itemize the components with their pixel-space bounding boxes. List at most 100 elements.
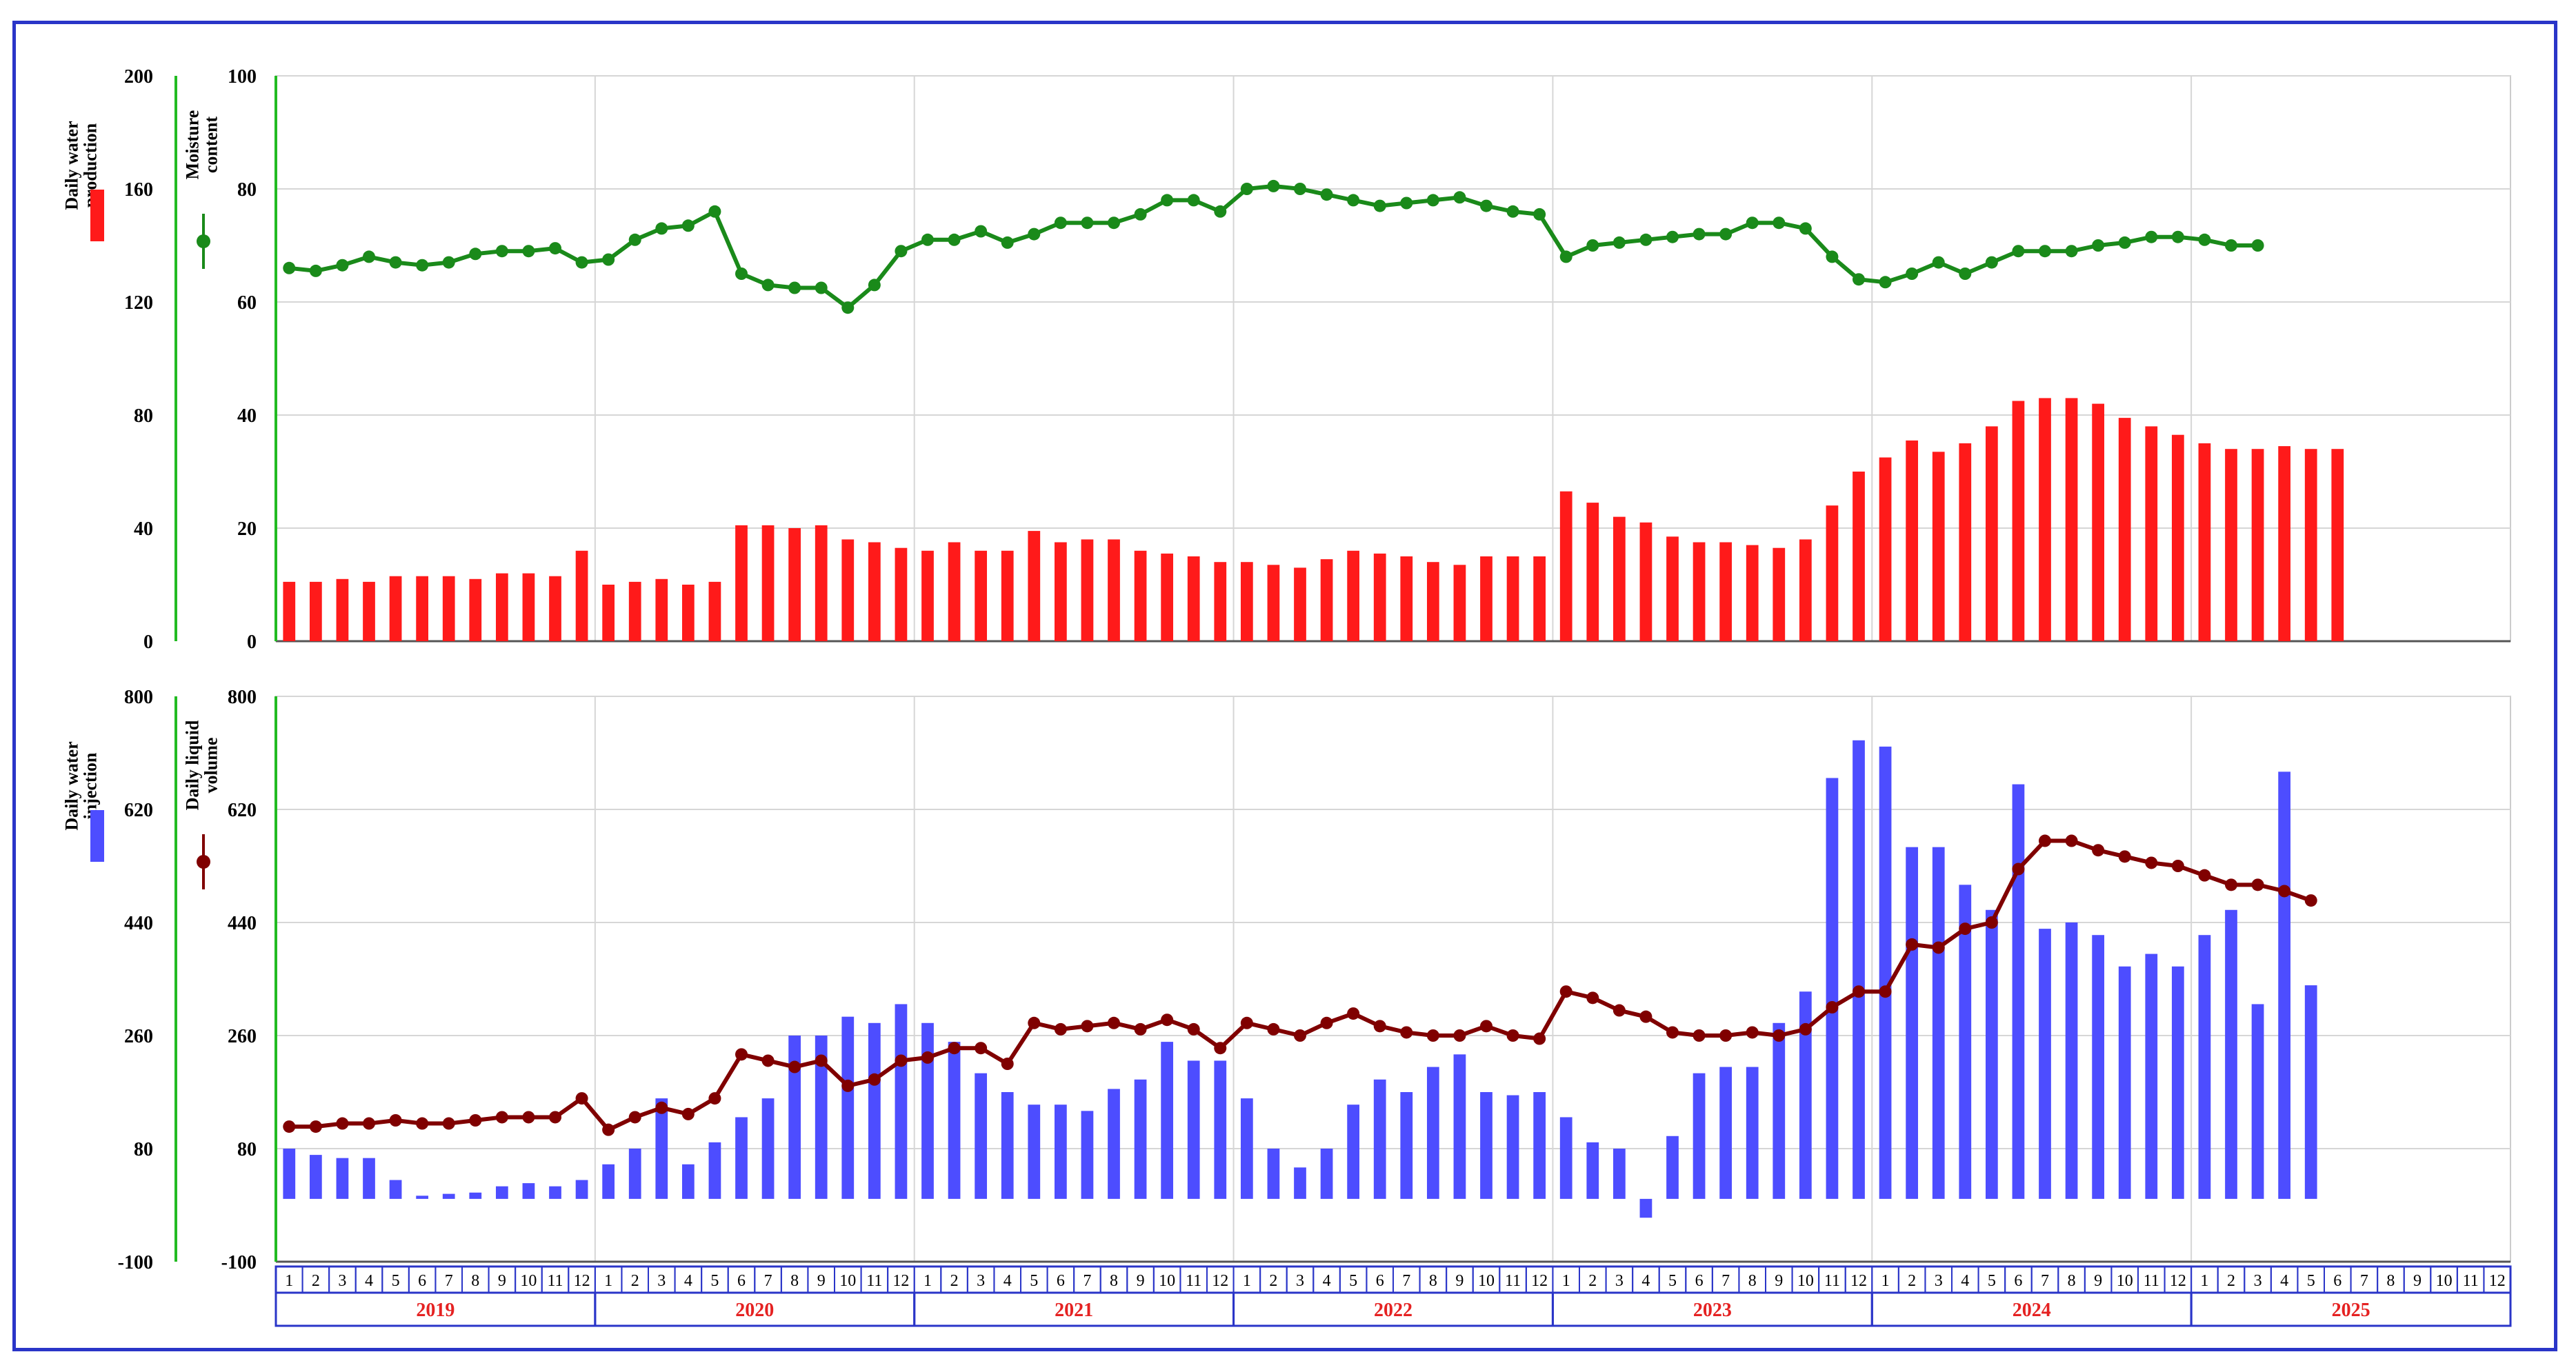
water-production-bar (336, 578, 349, 641)
moisture-content-point (1320, 188, 1333, 201)
month-label: 11 (2144, 1272, 2159, 1290)
right-tick-label: 260 (228, 1026, 257, 1047)
liquid-volume-point (1639, 1010, 1653, 1023)
water-production-bar (921, 550, 934, 641)
year-label: 2021 (1055, 1300, 1093, 1321)
month-label: 10 (520, 1272, 537, 1290)
water-injection-bar (841, 1016, 855, 1199)
left-tick-label: 40 (134, 518, 153, 540)
water-production-bar (1426, 562, 1439, 641)
liquid-volume-point (788, 1060, 801, 1073)
water-injection-bar (1028, 1104, 1041, 1199)
water-production-bar (2198, 443, 2211, 641)
liquid-volume-point (841, 1079, 855, 1092)
water-production-bar (1853, 472, 1865, 641)
month-label: 11 (2463, 1272, 2479, 1290)
moisture-legend-marker (197, 234, 210, 248)
water-injection-bar (868, 1022, 881, 1199)
water-injection-bar (975, 1073, 988, 1199)
month-label: 6 (418, 1272, 426, 1290)
liquid-volume-point (283, 1120, 296, 1133)
water-production-bar (1932, 452, 1945, 641)
water-production-bar (283, 581, 296, 641)
water-production-bar (602, 585, 615, 641)
moisture-content-point (2065, 245, 2078, 258)
water-injection-bar (1054, 1104, 1067, 1199)
water-production-bar (1320, 559, 1333, 641)
liquid-volume-point (1187, 1022, 1200, 1036)
water-production-bar (1453, 565, 1466, 641)
water-injection-bar (921, 1022, 934, 1199)
moisture-content-point (1240, 183, 1253, 195)
liquid-volume-point (1719, 1029, 1733, 1042)
water-production-bar (761, 525, 775, 641)
water-production-bar (469, 578, 482, 641)
right-tick-label: 60 (237, 292, 257, 314)
water-production-bar (1400, 556, 1413, 641)
liquid-volume-point (309, 1120, 322, 1133)
water-production-bar (681, 585, 695, 641)
month-label: 10 (1797, 1272, 1814, 1290)
water-production-bar (363, 581, 375, 641)
right-tick-label: 440 (228, 913, 257, 934)
month-label: 6 (2333, 1272, 2342, 1290)
water-injection-bar (1639, 1198, 1653, 1218)
water-injection-bar (1932, 847, 1945, 1199)
month-label: 4 (684, 1272, 692, 1290)
moisture-content-point (975, 225, 988, 238)
water-production-bar (1480, 556, 1492, 641)
month-label: 2 (1588, 1272, 1597, 1290)
water-injection-bar (2092, 935, 2105, 1199)
month-label: 5 (2307, 1272, 2315, 1290)
water-production-bar (549, 576, 561, 641)
water-production-bar (1161, 553, 1174, 641)
moisture-content-point (1001, 236, 1014, 249)
water-production-bar (1746, 545, 1759, 641)
water-production-bar (1586, 503, 1599, 641)
moisture-content-point (336, 259, 349, 272)
water-production-bar (1879, 457, 1892, 641)
month-label: 7 (1721, 1272, 1730, 1290)
water-injection-bar (2171, 966, 2184, 1199)
liquid-volume-point (1879, 985, 1892, 998)
water-injection-bar (1480, 1092, 1492, 1199)
water-injection-bar (1161, 1042, 1174, 1199)
water-injection-bar (1959, 885, 1972, 1199)
moisture-content-point (2171, 230, 2184, 243)
left-tick-label: 120 (124, 292, 153, 314)
liquid-volume-point (1294, 1029, 1306, 1042)
moisture-content-point (416, 259, 429, 272)
water-production-bar (708, 581, 721, 641)
moisture-content-point (868, 279, 881, 292)
liquid-volume-point (1400, 1026, 1413, 1039)
liquid-volume-point (2304, 894, 2317, 907)
moisture-content-point (1453, 191, 1466, 204)
water-injection-bar (549, 1186, 561, 1199)
month-label: 1 (285, 1272, 293, 1290)
water-production-bar (1559, 491, 1572, 641)
water-injection-bar (2251, 1004, 2264, 1199)
moisture-content-point (1108, 216, 1120, 230)
month-label: 10 (2117, 1272, 2133, 1290)
moisture-content-point (761, 279, 775, 292)
month-label: 6 (1057, 1272, 1065, 1290)
water-injection-bar (1400, 1092, 1413, 1199)
liquid-volume-point (1267, 1022, 1280, 1036)
liquid-volume-point (2092, 844, 2105, 857)
water-production-bar (975, 550, 988, 641)
moisture-content-point (1799, 222, 1812, 235)
month-label: 8 (1429, 1272, 1437, 1290)
liquid-volume-point (522, 1111, 535, 1124)
right-tick-label: 20 (237, 518, 257, 540)
liquid-volume-point (761, 1054, 775, 1067)
panel-1 (174, 75, 2511, 643)
liquid-volume-point (1161, 1013, 1174, 1027)
liquid-volume-point (442, 1117, 455, 1130)
month-label: 7 (1083, 1272, 1091, 1290)
water-injection-bar (363, 1158, 375, 1199)
moisture-content-point (708, 205, 721, 218)
water-production-bar (735, 525, 748, 641)
liquid-volume-point (2065, 834, 2078, 847)
water-injection-bar (895, 1004, 908, 1199)
